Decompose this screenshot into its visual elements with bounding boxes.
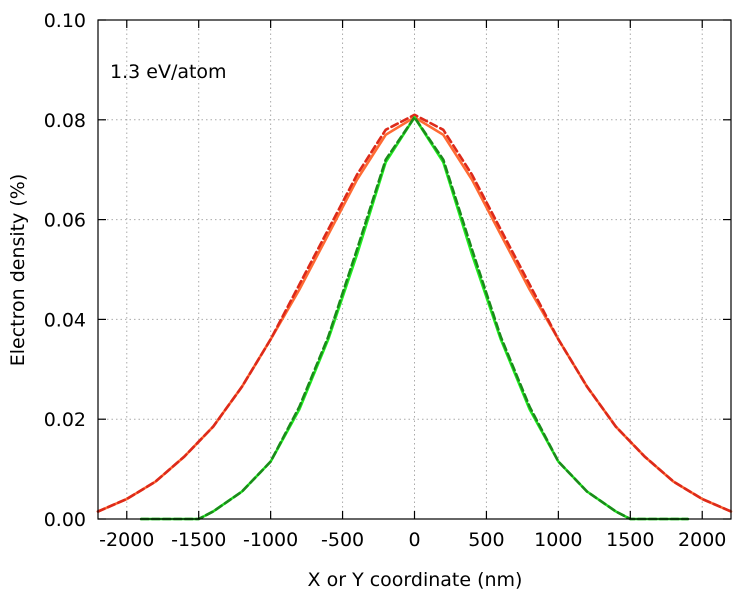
x-tick-label: -1500 — [171, 529, 226, 551]
x-tick-label: -2000 — [99, 529, 154, 551]
x-tick-label: 2000 — [678, 529, 726, 551]
x-axis-title: X or Y coordinate (nm) — [308, 569, 523, 591]
x-tick-label: 500 — [468, 529, 504, 551]
y-axis-title: Electron density (%) — [7, 174, 29, 367]
x-tick-label: 1500 — [606, 529, 654, 551]
grid-lines — [98, 19, 731, 520]
y-tick-label: 0.10 — [44, 10, 86, 32]
y-tick-label: 0.04 — [44, 309, 86, 331]
series-layer — [96, 113, 733, 521]
x-tick-label: -500 — [321, 529, 364, 551]
y-tick-label: 0.00 — [44, 509, 86, 531]
y-tick-label: 0.08 — [44, 110, 86, 132]
series-line-4 — [139, 116, 690, 521]
x-tick-label: 0 — [408, 529, 420, 551]
y-tick-label: 0.02 — [44, 409, 86, 431]
axis-ticks: -2000 -1500 -1000 -500 0 500 1000 1500 2000 0.00 0… — [44, 10, 731, 551]
x-tick-label: 1000 — [534, 529, 582, 551]
y-tick-label: 0.06 — [44, 210, 86, 232]
series-line-2 — [96, 113, 733, 513]
energy-annotation: 1.3 eV/atom — [110, 61, 227, 83]
x-tick-label: -1000 — [243, 529, 298, 551]
